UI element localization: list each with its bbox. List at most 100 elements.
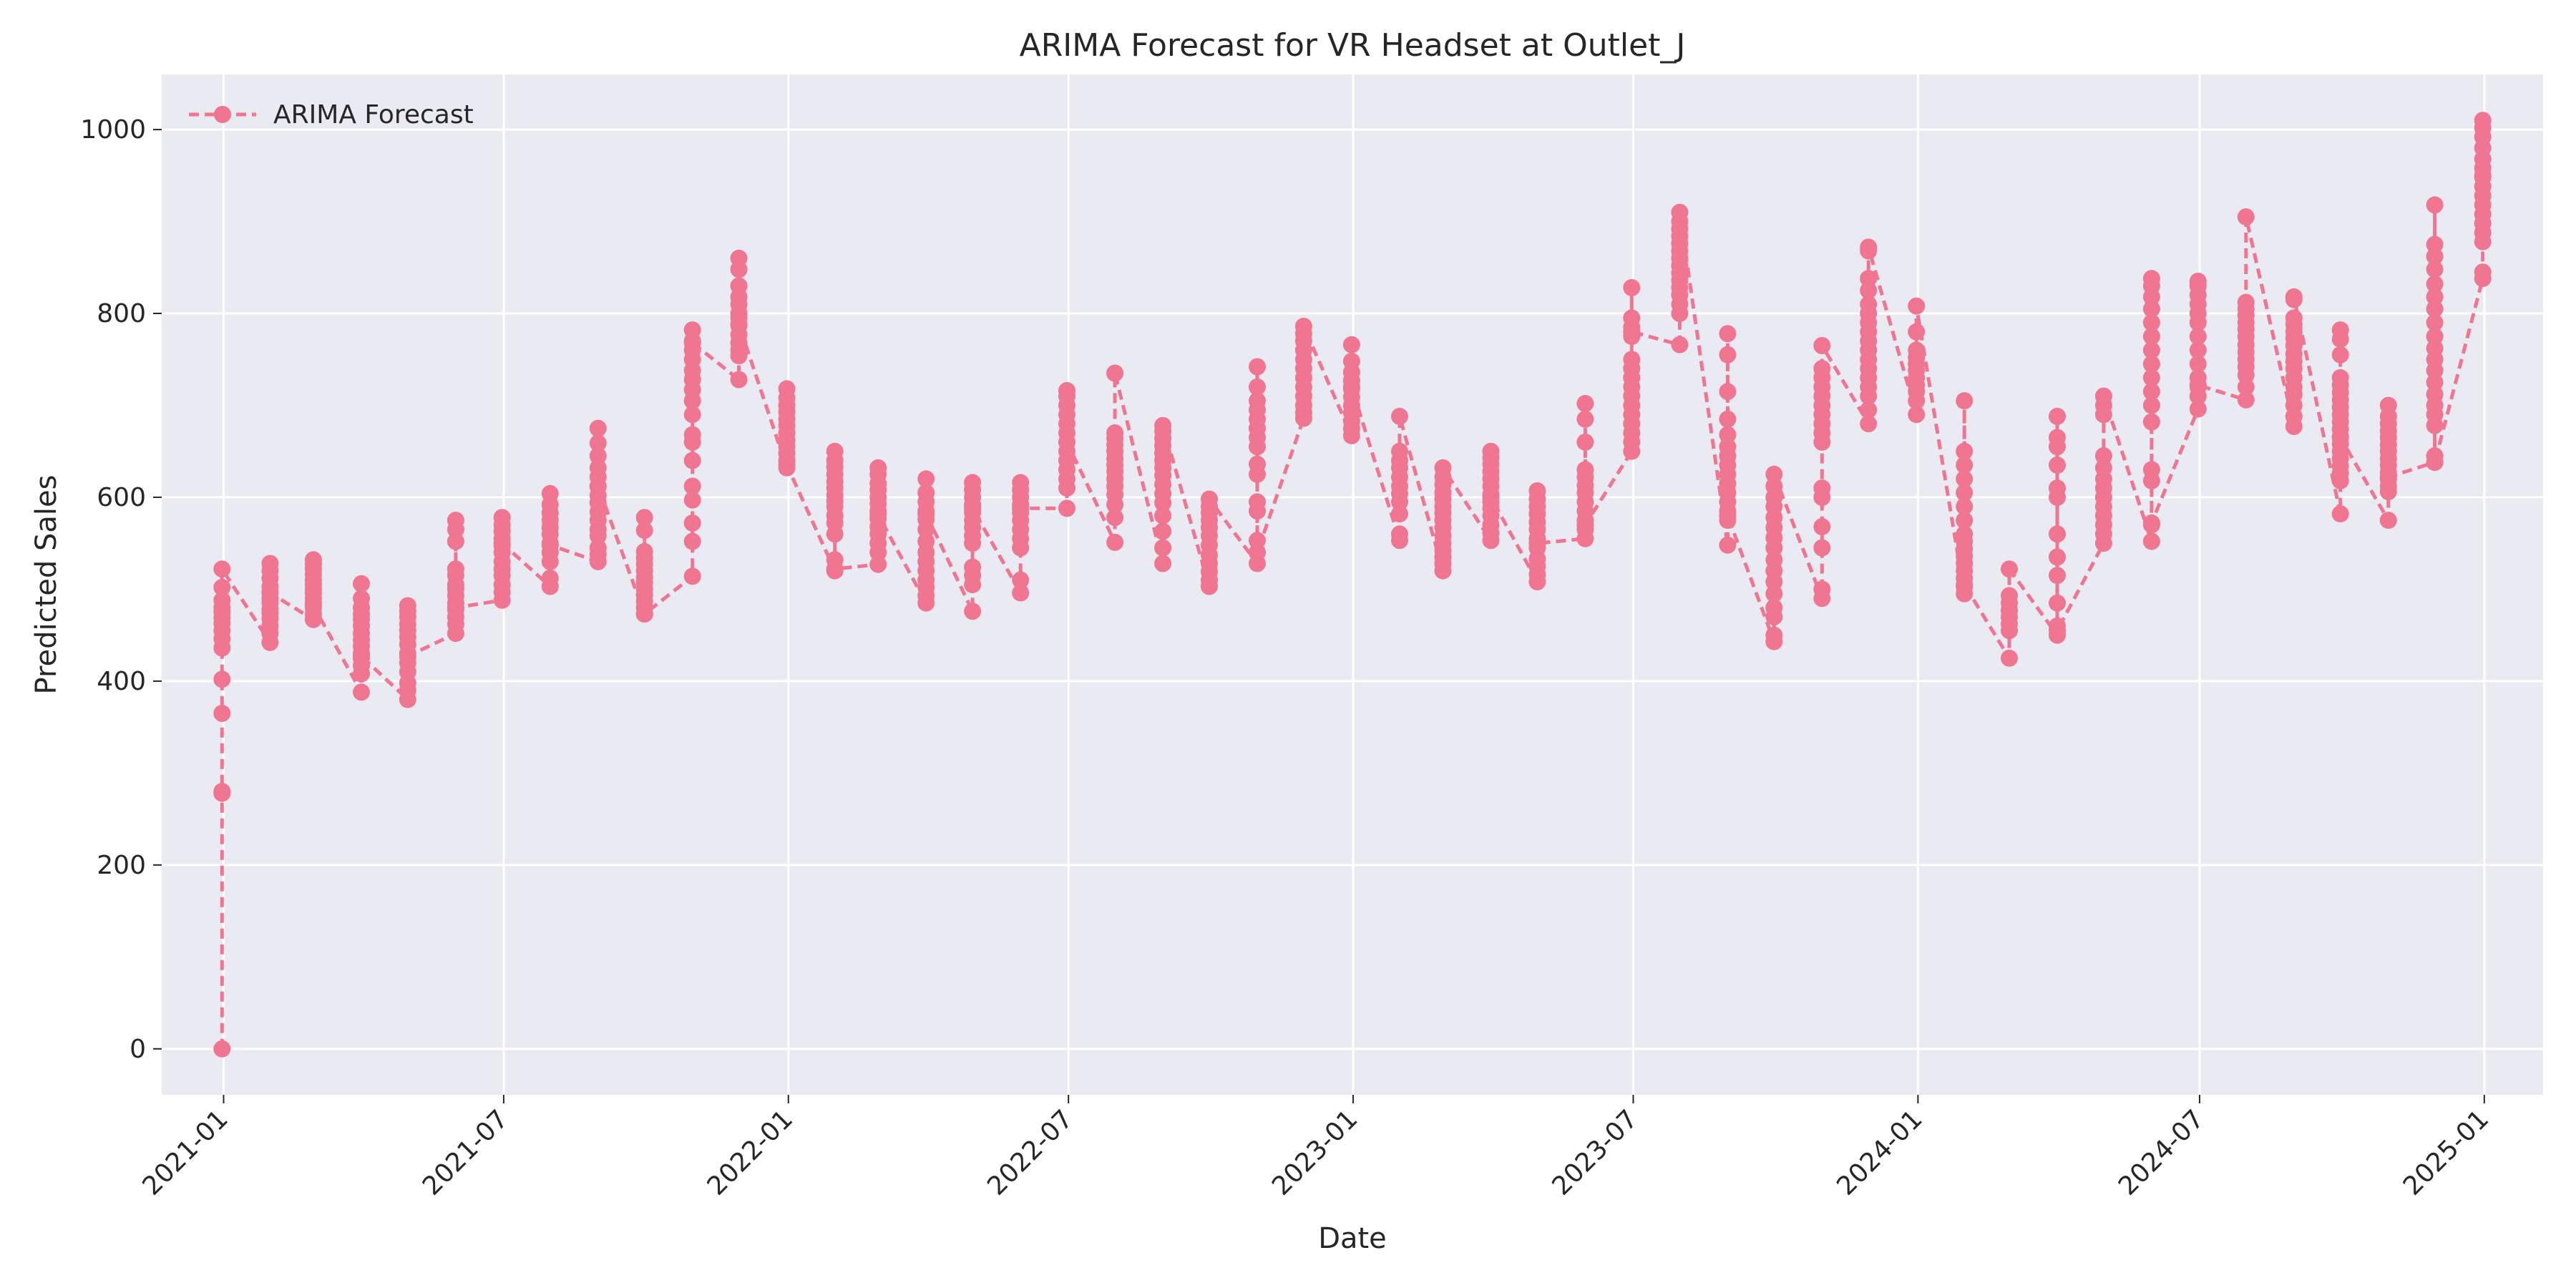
data-point	[2142, 514, 2160, 532]
data-point	[1154, 507, 1172, 525]
data-point	[213, 1040, 231, 1058]
data-point	[2142, 532, 2160, 550]
data-point	[917, 532, 935, 550]
data-point	[635, 605, 653, 623]
data-point	[1719, 383, 1737, 401]
legend-entry: ARIMA Forecast	[273, 100, 474, 130]
data-point	[869, 555, 887, 573]
data-point	[1956, 457, 1974, 474]
data-point	[1813, 539, 1831, 557]
data-point	[2237, 208, 2255, 226]
data-point	[1860, 281, 1878, 299]
data-point	[1719, 507, 1737, 525]
data-point	[2001, 587, 2018, 605]
data-point	[1956, 525, 1974, 543]
data-point	[213, 704, 231, 722]
data-point	[2049, 457, 2066, 474]
data-point	[541, 484, 559, 502]
data-point	[2142, 396, 2160, 414]
data-point	[1576, 410, 1594, 428]
data-point	[1956, 484, 1974, 502]
data-point	[1154, 522, 1172, 540]
data-point	[2426, 196, 2444, 214]
data-point	[683, 321, 701, 339]
data-point	[2142, 341, 2160, 359]
data-point	[2189, 355, 2207, 373]
data-point	[2189, 273, 2207, 291]
data-point	[1719, 410, 1737, 428]
data-point	[1106, 509, 1124, 527]
data-point	[1249, 532, 1266, 550]
data-point	[1576, 516, 1594, 534]
data-point	[1956, 392, 1974, 410]
data-point	[2426, 454, 2444, 472]
data-point	[964, 474, 982, 492]
data-point	[2285, 288, 2303, 306]
data-point	[683, 426, 701, 444]
data-point	[917, 484, 935, 502]
data-point	[1154, 539, 1172, 557]
data-point	[1482, 442, 1500, 460]
data-point	[2237, 391, 2255, 409]
data-point	[2474, 167, 2492, 185]
data-point	[683, 334, 701, 352]
data-point	[493, 509, 511, 527]
data-point	[1765, 465, 1783, 483]
data-point	[2379, 396, 2397, 414]
data-point	[1860, 270, 1878, 288]
data-point	[1908, 341, 1926, 359]
data-point	[2142, 413, 2160, 431]
data-point	[869, 459, 887, 477]
data-point	[1434, 459, 1452, 477]
data-point	[1528, 535, 1546, 552]
data-point	[1813, 580, 1831, 598]
data-point	[2189, 376, 2207, 394]
data-point	[730, 316, 748, 333]
data-point	[1012, 499, 1030, 517]
data-point	[2426, 300, 2444, 318]
data-point	[1956, 512, 1974, 530]
data-point	[2426, 386, 2444, 404]
data-point	[635, 509, 653, 527]
data-point	[2142, 383, 2160, 401]
data-point	[2426, 235, 2444, 253]
data-point	[635, 542, 653, 560]
data-point	[2142, 355, 2160, 373]
legend-marker-swatch	[214, 106, 231, 123]
data-point	[1765, 551, 1783, 569]
data-point	[2094, 387, 2112, 405]
data-point	[1765, 599, 1783, 617]
data-point	[447, 532, 464, 550]
data-point	[2426, 374, 2444, 391]
data-point	[778, 457, 796, 474]
data-point	[1391, 407, 1408, 425]
data-point	[1106, 533, 1124, 551]
y-tick-label: 600	[97, 483, 146, 512]
data-point	[1765, 477, 1783, 495]
data-point	[1342, 378, 1360, 396]
data-point	[1249, 544, 1266, 561]
data-point	[1671, 203, 1689, 221]
data-point	[2331, 429, 2349, 447]
data-point	[730, 371, 748, 389]
data-point	[2331, 321, 2349, 339]
data-point	[2049, 479, 2066, 497]
data-point	[1719, 346, 1737, 364]
series-layer	[213, 112, 2492, 1058]
data-point	[2237, 293, 2255, 311]
data-point	[1012, 571, 1030, 589]
data-point	[213, 591, 231, 609]
data-point	[683, 477, 701, 495]
data-point	[826, 442, 844, 460]
data-point	[1528, 482, 1546, 499]
data-point	[2379, 512, 2397, 530]
data-point	[589, 447, 607, 465]
y-tick-label: 800	[97, 299, 146, 328]
data-point	[1154, 416, 1172, 434]
data-point	[635, 522, 653, 540]
data-point	[493, 535, 511, 552]
data-point	[1391, 525, 1408, 543]
data-point	[2426, 328, 2444, 346]
data-point	[1012, 584, 1030, 602]
